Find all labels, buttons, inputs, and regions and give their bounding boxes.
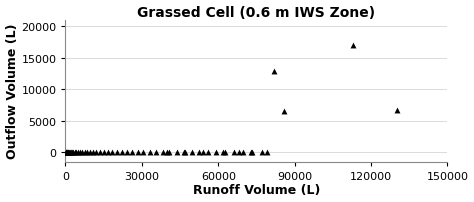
- Point: [69, 151, 77, 154]
- Point: [96, 151, 104, 154]
- Point: [393, 109, 401, 112]
- Point: [104, 151, 111, 154]
- Point: [113, 151, 120, 154]
- Point: [212, 151, 220, 154]
- Point: [140, 151, 147, 154]
- Point: [81, 151, 88, 154]
- Point: [146, 151, 153, 154]
- Point: [100, 151, 108, 154]
- Point: [134, 151, 141, 154]
- Point: [123, 151, 130, 154]
- Point: [247, 151, 255, 154]
- Point: [63, 151, 71, 154]
- Point: [196, 151, 203, 154]
- Point: [67, 151, 74, 154]
- Point: [204, 151, 211, 154]
- Point: [230, 151, 237, 154]
- Point: [235, 151, 242, 154]
- Point: [173, 151, 180, 154]
- Point: [65, 151, 73, 154]
- Point: [89, 151, 97, 154]
- Point: [180, 151, 188, 154]
- Point: [64, 151, 72, 154]
- Point: [263, 151, 271, 154]
- Point: [239, 151, 246, 154]
- Point: [199, 151, 207, 154]
- Point: [64, 151, 71, 154]
- Title: Grassed Cell (0.6 m IWS Zone): Grassed Cell (0.6 m IWS Zone): [137, 5, 375, 19]
- Point: [188, 151, 195, 154]
- Point: [248, 151, 256, 154]
- Point: [164, 151, 171, 154]
- Point: [63, 151, 70, 154]
- Point: [152, 151, 160, 154]
- Point: [74, 151, 82, 154]
- Point: [221, 151, 228, 154]
- Point: [62, 151, 70, 154]
- Point: [86, 151, 94, 154]
- Point: [108, 151, 116, 154]
- Point: [258, 151, 265, 154]
- Point: [79, 151, 86, 154]
- Point: [64, 151, 72, 154]
- Point: [71, 151, 78, 154]
- Point: [76, 151, 84, 154]
- Point: [165, 151, 173, 154]
- Point: [62, 151, 70, 154]
- Point: [271, 70, 278, 74]
- Point: [219, 151, 227, 154]
- Point: [73, 151, 80, 154]
- Point: [66, 151, 73, 154]
- Point: [281, 110, 288, 113]
- Y-axis label: Outflow Volume (L): Outflow Volume (L): [6, 24, 18, 159]
- Point: [83, 151, 91, 154]
- Point: [159, 151, 166, 154]
- X-axis label: Runoff Volume (L): Runoff Volume (L): [193, 184, 320, 197]
- Point: [92, 151, 100, 154]
- Point: [128, 151, 136, 154]
- Point: [349, 44, 357, 47]
- Point: [182, 151, 189, 154]
- Point: [68, 151, 76, 154]
- Point: [118, 151, 125, 154]
